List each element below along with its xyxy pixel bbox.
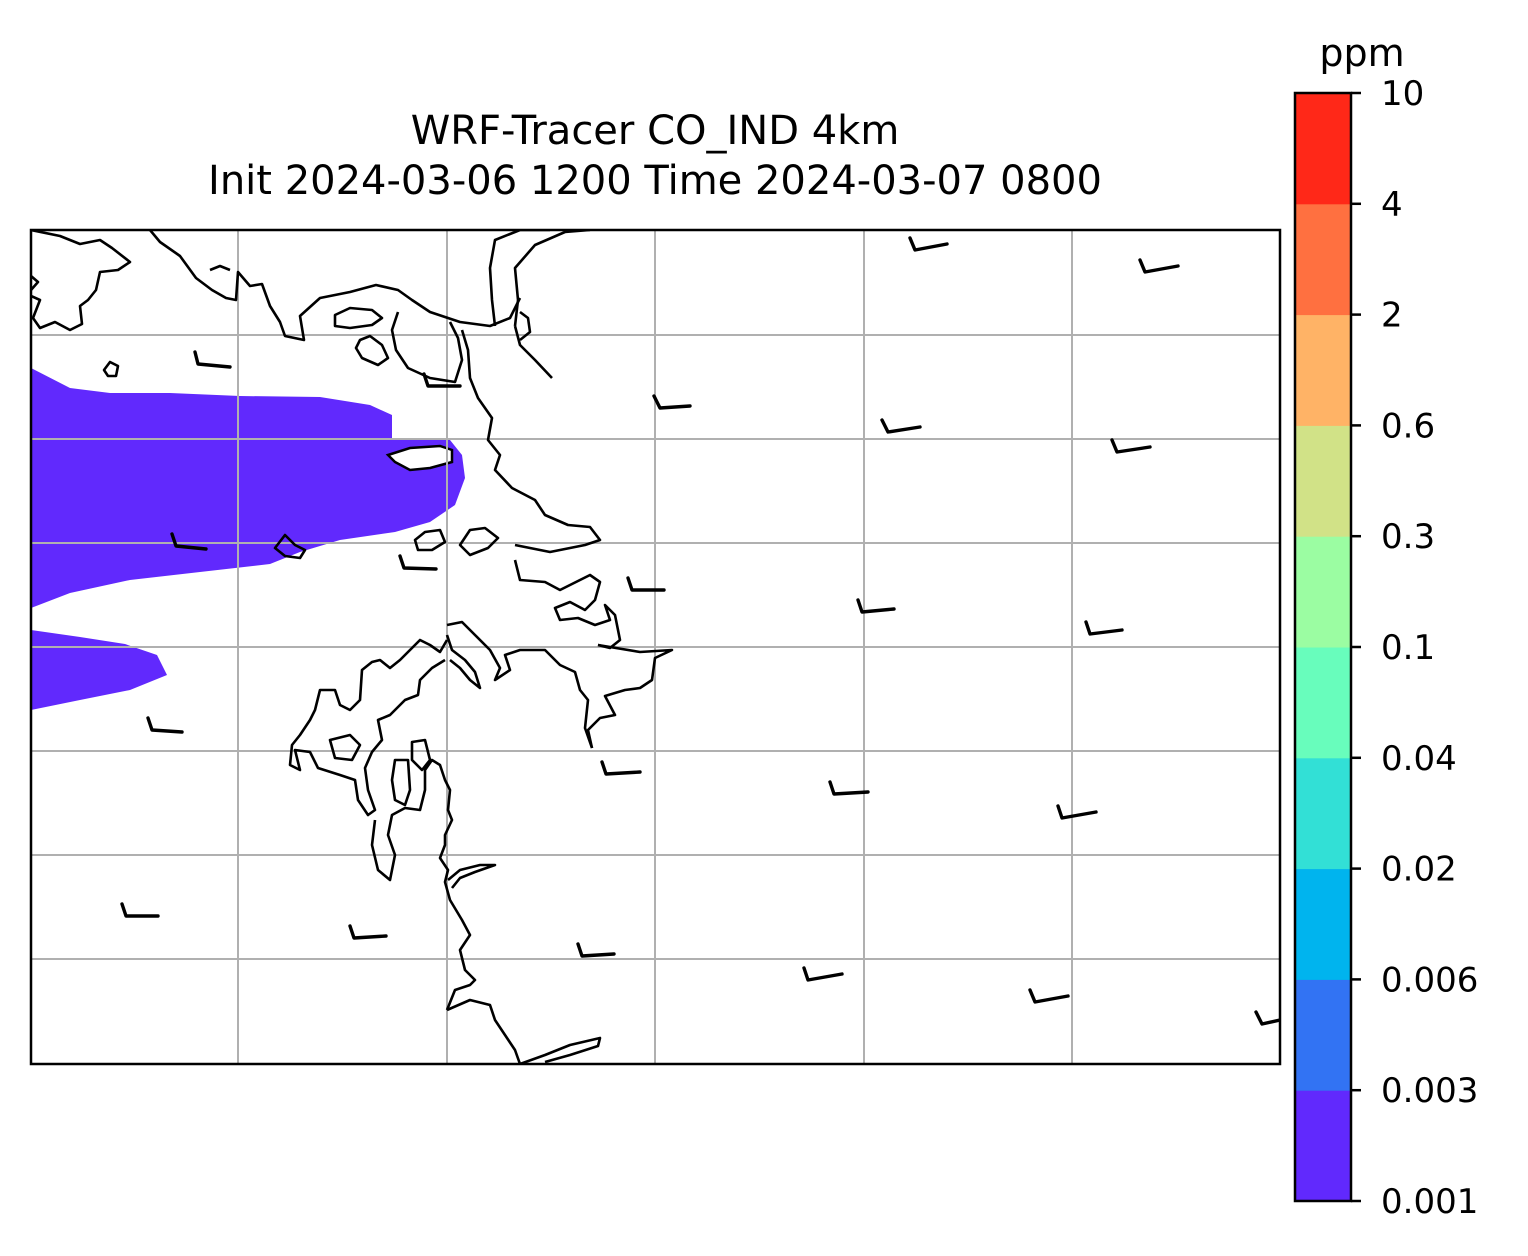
colorbar-tick-label: 0.006	[1381, 960, 1478, 1000]
colorbar-tick-label: 4	[1381, 185, 1403, 225]
wind-barb	[1110, 438, 1152, 454]
island-mid-3	[273, 533, 307, 560]
lake-north	[333, 306, 384, 330]
colorbar-tick-label: 2	[1381, 296, 1403, 336]
wind-barb	[193, 350, 232, 369]
wind-barb	[802, 966, 844, 982]
wind-barb	[1254, 1010, 1280, 1026]
inner-bay-shore	[390, 311, 464, 384]
colorbar-tick-label: 10	[1381, 74, 1424, 114]
colorbar-band	[1295, 93, 1351, 205]
south-inlet-3	[410, 738, 432, 772]
wind-barb	[1138, 258, 1180, 274]
colorbar-band	[1295, 314, 1351, 426]
colorbar-tick-label: 0.001	[1381, 1182, 1478, 1222]
coastline-north-peninsula-2	[209, 264, 231, 272]
wind-barb	[652, 394, 692, 410]
wind-barb	[1028, 988, 1070, 1004]
small-island-west	[102, 360, 120, 378]
wind-barb	[422, 372, 462, 388]
tracer-plume-north	[31, 368, 465, 608]
coastline-northwest-2	[31, 275, 40, 291]
coastline-north-peninsula	[149, 230, 522, 342]
map-frame	[29, 228, 1282, 1066]
wind-barb	[856, 598, 896, 614]
wind-barb	[398, 554, 438, 571]
wind-barb	[828, 780, 870, 796]
wind-barb	[880, 418, 922, 434]
south-inlet-1	[447, 863, 497, 889]
colorbar-band	[1295, 868, 1351, 980]
south-inlet-2	[390, 758, 412, 807]
mid-coast	[513, 559, 622, 650]
east-spit	[519, 310, 532, 342]
wind-barb	[626, 576, 666, 592]
inner-bay-shore-2	[354, 334, 390, 367]
colorbar-band	[1295, 425, 1351, 537]
tracer-plume-south	[31, 630, 167, 710]
wind-barb	[170, 532, 208, 551]
wind-barb	[600, 760, 642, 776]
colorbar-tick-label: 0.3	[1381, 517, 1435, 557]
plume-island	[385, 444, 454, 472]
colorbar-tick-label: 0.003	[1381, 1071, 1478, 1111]
cape-east	[586, 643, 674, 749]
wind-barb	[1084, 620, 1124, 636]
south-coast-tip	[519, 1036, 602, 1064]
colorbar-tick-label: 0.6	[1381, 406, 1435, 446]
river-channel-mouth	[513, 325, 553, 379]
wind-barb	[146, 716, 184, 734]
coastline-northwest	[31, 230, 132, 332]
gridlines	[31, 230, 1280, 1064]
wind-barb	[120, 902, 160, 918]
title-line-2: Init 2024-03-06 1200 Time 2024-03-07 080…	[208, 158, 1102, 204]
wind-barb	[908, 236, 949, 252]
colorbar-tick-label: 0.1	[1381, 628, 1435, 668]
coastlines	[31, 230, 674, 1064]
east-river-shore	[460, 329, 602, 554]
south-inlet-4	[328, 733, 362, 762]
colorbar-band	[1295, 1090, 1351, 1202]
wind-barb	[348, 924, 388, 940]
map-title: WRF-Tracer CO_IND 4km Init 2024-03-06 12…	[30, 106, 1280, 206]
river-channel-west	[488, 230, 550, 327]
wind-barb	[1056, 804, 1098, 820]
south-coast-a	[288, 638, 449, 817]
colorbar-tick-label: 0.04	[1381, 739, 1457, 779]
colorbar-unit-label: ppm	[1319, 31, 1404, 75]
island-mid-2	[458, 526, 500, 557]
colorbar: 0.001 0.003 0.006 0.02 0.04 0.1 0.3 0.6 2 4 10	[1293, 74, 1478, 1222]
colorbar-band	[1295, 979, 1351, 1091]
title-line-1: WRF-Tracer CO_IND 4km	[410, 108, 900, 154]
wind-barbs	[120, 236, 1280, 1026]
colorbar-tick-label: 0.02	[1381, 850, 1457, 890]
wind-barb	[576, 942, 616, 958]
south-estuary-west	[446, 620, 594, 749]
south-coast-c	[446, 998, 522, 1064]
south-coast-b	[370, 758, 477, 1011]
colorbar-band	[1295, 757, 1351, 870]
colorbar-band	[1295, 203, 1351, 316]
colorbar-band	[1295, 536, 1351, 648]
river-channel-east	[513, 230, 591, 327]
south-estuary-inner	[445, 634, 482, 690]
colorbar-band	[1295, 647, 1351, 759]
island-mid-1	[413, 528, 447, 552]
